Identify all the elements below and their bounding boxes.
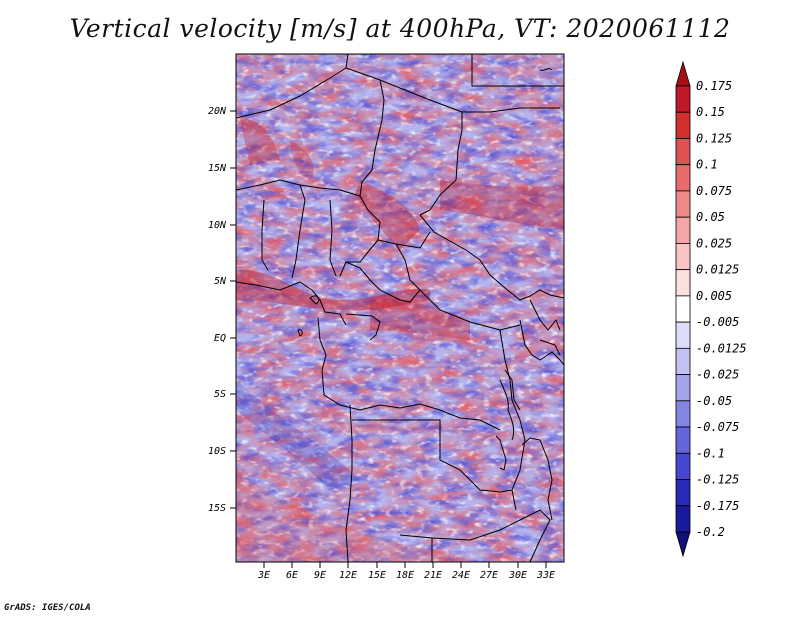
- colorbar-label: -0.2: [696, 525, 725, 539]
- plot-frame: [235, 53, 565, 563]
- velocity-field: [236, 54, 564, 562]
- colorbar-segment: [675, 347, 691, 375]
- colorbar-label: 0.0125: [696, 263, 739, 277]
- lon-tick-label: 27E: [480, 570, 498, 581]
- lat-tick: 20N: [208, 106, 236, 117]
- lon-tick: 9E: [314, 562, 326, 581]
- lon-axis: 3E 6E 9E 12E 15E 18E 21E 24E 27E 30E 33E: [257, 562, 555, 581]
- lat-tick: 15S: [208, 503, 236, 514]
- colorbar-segment: [675, 190, 691, 218]
- grads-credit: GrADS: IGES/COLA: [4, 603, 91, 613]
- colorbar-segment: [675, 243, 691, 271]
- colorbar-label: 0.005: [696, 289, 732, 303]
- lon-tick: 12E: [339, 562, 357, 581]
- lon-tick-label: 3E: [257, 570, 270, 581]
- lat-tick-label: 10N: [208, 220, 227, 231]
- colorbar-top-arrow: [675, 60, 691, 87]
- lat-tick-label: EQ: [214, 333, 226, 344]
- lat-tick-label: 5N: [214, 276, 227, 287]
- country-borders: [236, 54, 564, 562]
- lon-tick-label: 33E: [536, 570, 555, 581]
- lat-tick: EQ: [214, 333, 236, 344]
- lat-tick-label: 15N: [208, 163, 227, 174]
- colorbar-segment: [675, 138, 691, 166]
- lat-tick-label: 5S: [214, 389, 226, 400]
- chart-title: Vertical velocity [m/s] at 400hPa, VT: 2…: [69, 14, 731, 43]
- lon-tick: 24E: [452, 562, 470, 581]
- colorbar-segment: [675, 295, 691, 323]
- lat-tick: 15N: [208, 163, 236, 174]
- lon-tick-label: 21E: [424, 570, 442, 581]
- colorbar-label: 0.125: [696, 131, 732, 145]
- lon-tick: 33E: [536, 562, 555, 581]
- colorbar-segment: [675, 164, 691, 192]
- lat-tick: 5N: [214, 276, 236, 287]
- lon-tick-label: 9E: [314, 570, 326, 581]
- lat-tick-label: 10S: [208, 446, 226, 457]
- colorbar-legend: 0.175 0.15 0.125 0.1 0.075 0.05 0.025 0.0125 0.0…: [675, 60, 747, 558]
- lat-tick-label: 20N: [208, 106, 227, 117]
- lat-tick: 10S: [208, 446, 236, 457]
- lon-tick: 15E: [368, 562, 386, 581]
- lat-tick-label: 15S: [208, 503, 226, 514]
- colorbar-label: -0.025: [696, 368, 739, 382]
- colorbar-label: 0.075: [696, 184, 732, 198]
- colorbar-bottom-arrow: [675, 531, 691, 558]
- lon-tick: 6E: [286, 562, 298, 581]
- colorbar-label: 0.1: [696, 158, 718, 172]
- lon-tick: 18E: [396, 562, 414, 581]
- colorbar-segment: [675, 479, 691, 507]
- lon-tick-label: 18E: [396, 570, 414, 581]
- colorbar-label: 0.025: [696, 236, 732, 250]
- lon-tick-label: 6E: [286, 570, 298, 581]
- colorbar-label: -0.175: [696, 499, 739, 513]
- colorbar-label: 0.05: [696, 210, 725, 224]
- colorbar-segment: [675, 400, 691, 428]
- colorbar-segment: [675, 85, 691, 113]
- colorbar-segment: [675, 426, 691, 454]
- lat-tick: 5S: [214, 389, 236, 400]
- colorbar-segment: [675, 321, 691, 349]
- lon-tick: 3E: [257, 562, 270, 581]
- colorbar-segment: [675, 374, 691, 402]
- colorbar-label: -0.075: [696, 420, 739, 434]
- lon-tick-label: 12E: [339, 570, 357, 581]
- lon-tick: 27E: [480, 562, 498, 581]
- colorbar-segment: [675, 216, 691, 244]
- colorbar-label: -0.1: [696, 446, 725, 460]
- colorbar-label: -0.05: [696, 394, 732, 408]
- colorbar-segment: [675, 269, 691, 297]
- lon-tick: 30E: [508, 562, 527, 581]
- colorbar-segment: [675, 505, 691, 533]
- colorbar-label: 0.175: [696, 79, 732, 93]
- colorbar-label: -0.125: [696, 473, 739, 487]
- lat-tick: 10N: [208, 220, 236, 231]
- lat-axis: 20N 15N 10N 5N EQ 5S 10S 15S: [208, 106, 236, 514]
- colorbar-label: -0.005: [696, 315, 739, 329]
- colorbar-label: 0.15: [696, 105, 725, 119]
- colorbar-label: -0.0125: [696, 341, 747, 355]
- lon-tick: 21E: [424, 562, 442, 581]
- lon-tick-label: 15E: [368, 570, 386, 581]
- lon-tick-label: 24E: [452, 570, 470, 581]
- colorbar-segment: [675, 111, 691, 139]
- colorbar-segment: [675, 452, 691, 480]
- lon-tick-label: 30E: [508, 570, 527, 581]
